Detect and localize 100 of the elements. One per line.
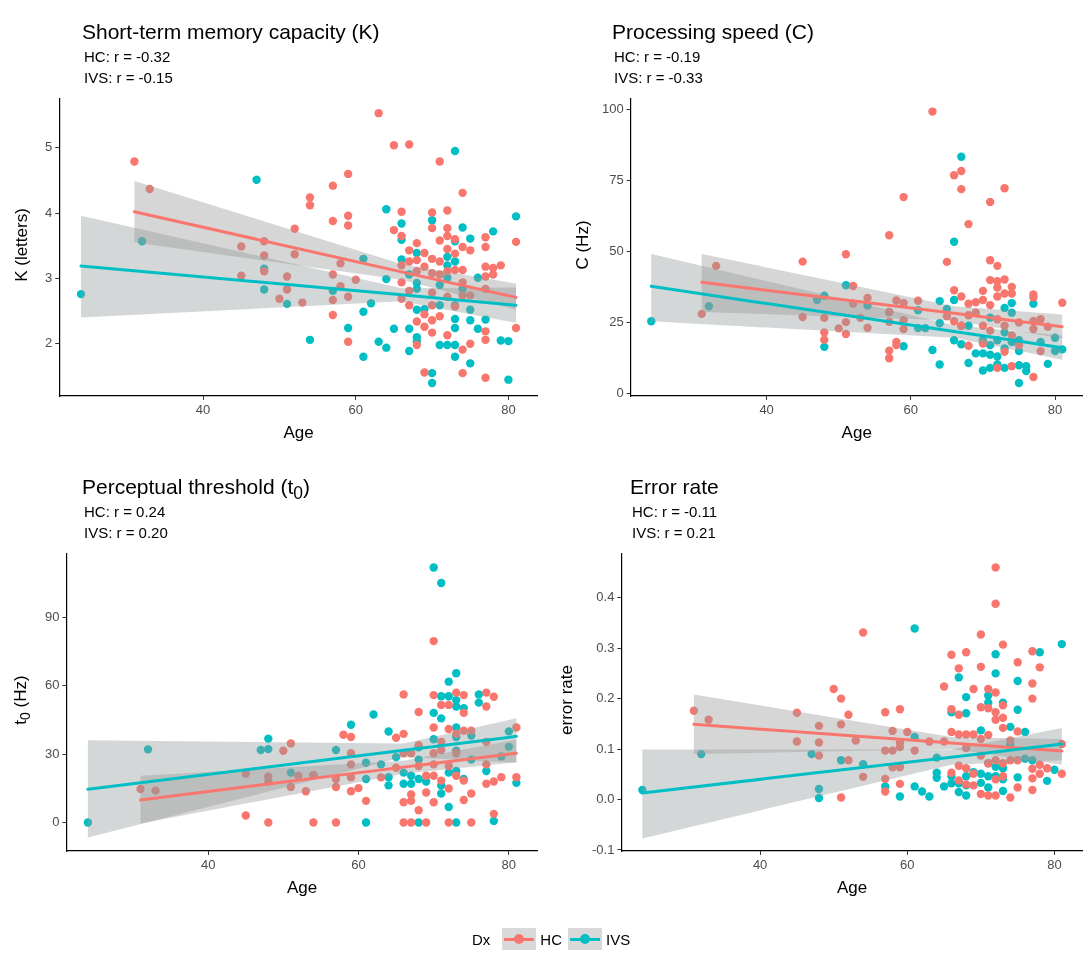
y-tick-label: 2 [45, 335, 53, 351]
point [437, 714, 446, 723]
point [444, 802, 453, 812]
x-tick-label: 40 [200, 857, 216, 873]
y-tick-label: 50 [609, 243, 624, 259]
legend-label: HC [540, 930, 563, 948]
point [961, 791, 971, 800]
point [910, 624, 919, 633]
y-tick-label: 0 [616, 385, 624, 401]
text: HC: r = -0.32 [84, 48, 171, 65]
x-tick-label: 40 [759, 402, 774, 418]
point [399, 779, 408, 788]
point [429, 735, 438, 744]
point [991, 669, 1000, 678]
point [978, 349, 988, 358]
point [949, 237, 959, 246]
point [935, 360, 944, 369]
point [1013, 676, 1022, 686]
y-tick-label: 0.4 [596, 589, 615, 605]
point [504, 727, 514, 736]
point [504, 742, 514, 752]
point [474, 698, 483, 707]
point [998, 786, 1008, 796]
point [1050, 765, 1059, 774]
point [1020, 754, 1030, 763]
point [437, 692, 446, 701]
point [961, 709, 971, 718]
point [437, 578, 446, 588]
point [910, 782, 919, 791]
point [841, 280, 851, 290]
point [143, 745, 153, 754]
x-tick-label: 60 [903, 402, 919, 418]
point [1057, 639, 1067, 649]
point [985, 340, 995, 350]
point [949, 336, 959, 345]
point [429, 708, 438, 718]
point [935, 296, 944, 306]
point [286, 768, 296, 777]
y-tick-label: 0.3 [596, 639, 615, 655]
x-axis-title: Age [836, 878, 868, 898]
point [961, 772, 971, 781]
text: HC: r = -0.19 [614, 48, 701, 65]
point [697, 749, 706, 759]
point [391, 752, 401, 762]
x-tick-label: 60 [348, 402, 363, 418]
point [437, 789, 446, 798]
point [452, 818, 461, 827]
point [993, 352, 1002, 361]
point [939, 782, 949, 791]
point [346, 720, 356, 729]
y-tick-label: 4 [45, 204, 53, 220]
x-axis-title: Age [287, 878, 318, 898]
y-tick-label: -0.1 [591, 841, 615, 857]
point [1007, 308, 1016, 317]
point [928, 345, 937, 355]
point [984, 772, 993, 781]
point [384, 781, 393, 790]
point [895, 792, 905, 801]
x-tick-label: 40 [752, 857, 768, 873]
chart-title: Perceptual threshold (t$_{0}$) [82, 475, 311, 505]
point [414, 774, 423, 784]
x-tick-label: 40 [195, 402, 211, 418]
point [957, 340, 966, 349]
point [406, 779, 416, 788]
point [474, 690, 483, 699]
point [452, 702, 461, 711]
point [917, 787, 927, 796]
point [820, 342, 829, 352]
y-tick-label: 0 [52, 814, 60, 830]
point [971, 349, 980, 358]
point [814, 784, 824, 794]
point [376, 760, 386, 769]
point [264, 734, 273, 743]
y-tick-label: 90 [44, 608, 60, 624]
y-tick-label: 0.1 [596, 740, 615, 756]
point [1013, 773, 1022, 782]
x-tick-label: 60 [900, 857, 915, 873]
y-tick-label: 0.2 [596, 690, 615, 706]
point [1013, 705, 1022, 714]
point [957, 152, 966, 161]
chart-title: Processing speed (C) [612, 20, 814, 44]
point [1042, 776, 1052, 786]
point [444, 677, 453, 686]
x-tick-label: 80 [1047, 857, 1062, 873]
point [489, 816, 499, 826]
point [991, 650, 1000, 659]
point [256, 745, 265, 755]
point [83, 818, 93, 827]
point [361, 758, 371, 767]
x-tick-label: 80 [501, 857, 517, 873]
y-axis-title: K (letters) [12, 208, 32, 282]
point [429, 563, 438, 572]
point [964, 321, 973, 331]
y-axis-title: C (Hz) [573, 220, 593, 270]
point [925, 792, 934, 801]
point [976, 769, 986, 778]
point [814, 793, 824, 803]
text: IVS: r = 0.21 [632, 524, 716, 541]
x-tick-label: 80 [1047, 402, 1063, 418]
legend-title: Dx [472, 930, 491, 948]
